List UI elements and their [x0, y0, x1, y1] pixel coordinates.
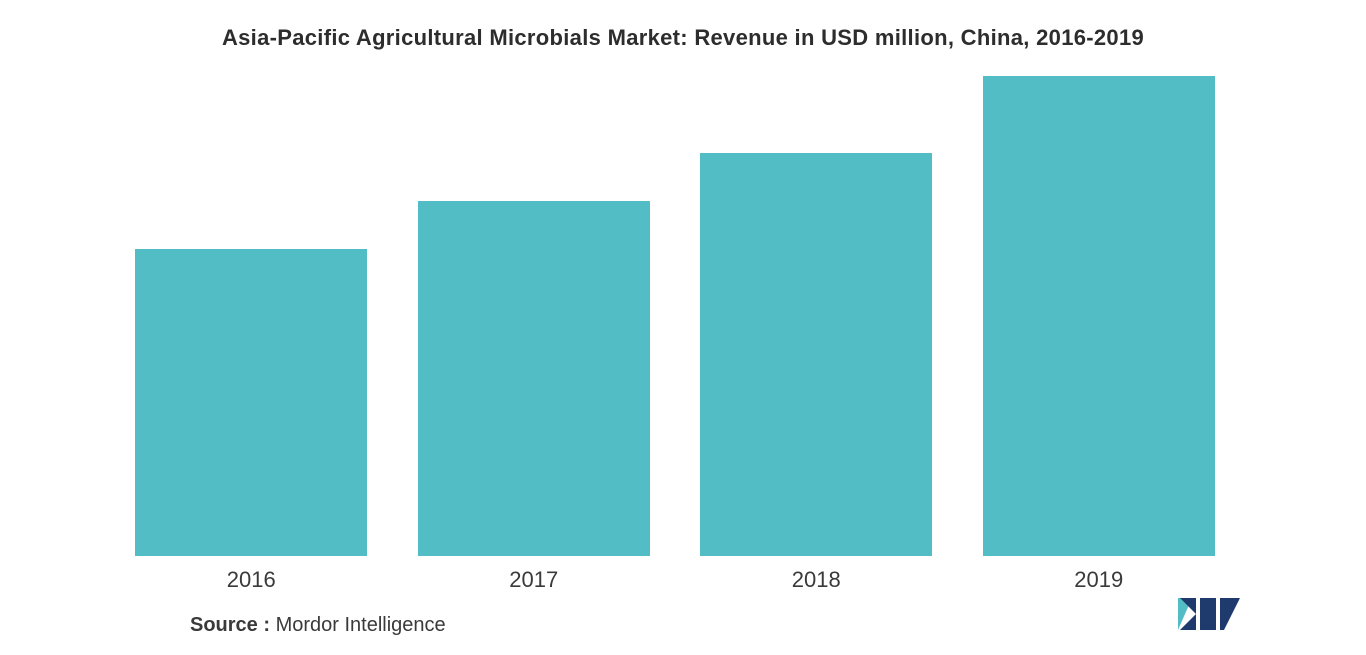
bar-slot — [393, 76, 676, 556]
bar-2019 — [983, 76, 1215, 556]
bar-slot — [110, 76, 393, 556]
bar-2016 — [135, 249, 367, 556]
mordor-logo-icon — [1176, 596, 1246, 637]
chart-footer: Source : Mordor Intelligence — [190, 614, 1246, 637]
plot-area — [110, 76, 1240, 556]
source-value: Mordor Intelligence — [270, 614, 446, 636]
bar-slot — [675, 76, 958, 556]
x-label: 2019 — [958, 567, 1241, 593]
x-label: 2018 — [675, 567, 958, 593]
bar-2017 — [418, 201, 650, 556]
bar-2018 — [700, 153, 932, 556]
bars-wrapper — [110, 76, 1240, 556]
source-label: Source : — [190, 614, 270, 636]
bar-slot — [958, 76, 1241, 556]
x-label: 2017 — [393, 567, 676, 593]
chart-title: Asia-Pacific Agricultural Microbials Mar… — [60, 25, 1306, 51]
source-attribution: Source : Mordor Intelligence — [190, 614, 446, 637]
x-label: 2016 — [110, 567, 393, 593]
chart-container: Asia-Pacific Agricultural Microbials Mar… — [0, 0, 1366, 655]
x-axis-labels: 2016 2017 2018 2019 — [110, 567, 1240, 593]
